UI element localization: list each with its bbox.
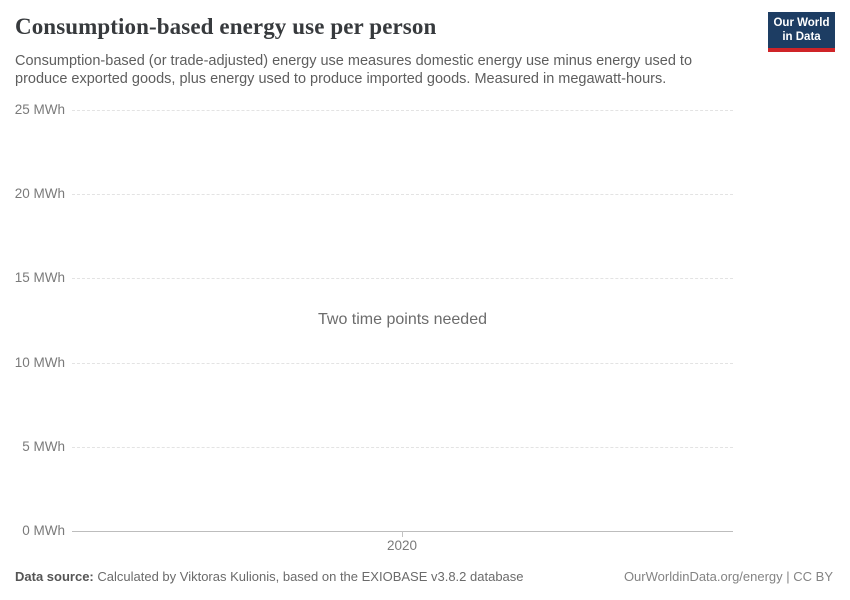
- owid-logo-line2: in Data: [782, 31, 821, 43]
- x-axis-tick-mark: [402, 531, 403, 537]
- data-source-text: Calculated by Viktoras Kulionis, based o…: [97, 569, 524, 584]
- y-axis-tick-label: 10 MWh: [14, 354, 65, 370]
- gridline: [72, 110, 733, 111]
- gridline: [72, 194, 733, 196]
- gridline: [72, 278, 733, 280]
- y-axis-tick-label: 25 MWh: [14, 102, 65, 117]
- y-axis-tick-label: 15 MWh: [14, 270, 65, 286]
- data-source-label: Data source:: [15, 569, 94, 584]
- empty-state-message: Two time points needed: [318, 311, 487, 328]
- y-axis-tick-label: 20 MWh: [14, 186, 65, 202]
- x-axis-tick-label: 2020: [386, 538, 418, 553]
- y-axis-tick-label: 0 MWh: [22, 523, 65, 538]
- gridline: [72, 446, 733, 448]
- gridline: [72, 362, 733, 364]
- chart-subtitle: Consumption-based (or trade-adjusted) en…: [15, 53, 693, 87]
- owid-logo-line1: Our World: [773, 17, 830, 29]
- data-source-note: Data source: Calculated by Viktoras Kuli…: [15, 569, 524, 584]
- y-axis-tick-label: 5 MWh: [22, 438, 65, 454]
- chart-title: Consumption-based energy use per person: [15, 14, 437, 39]
- owid-logo[interactable]: Our World in Data: [768, 12, 835, 52]
- attribution-link[interactable]: OurWorldinData.org/energy | CC BY: [623, 569, 833, 584]
